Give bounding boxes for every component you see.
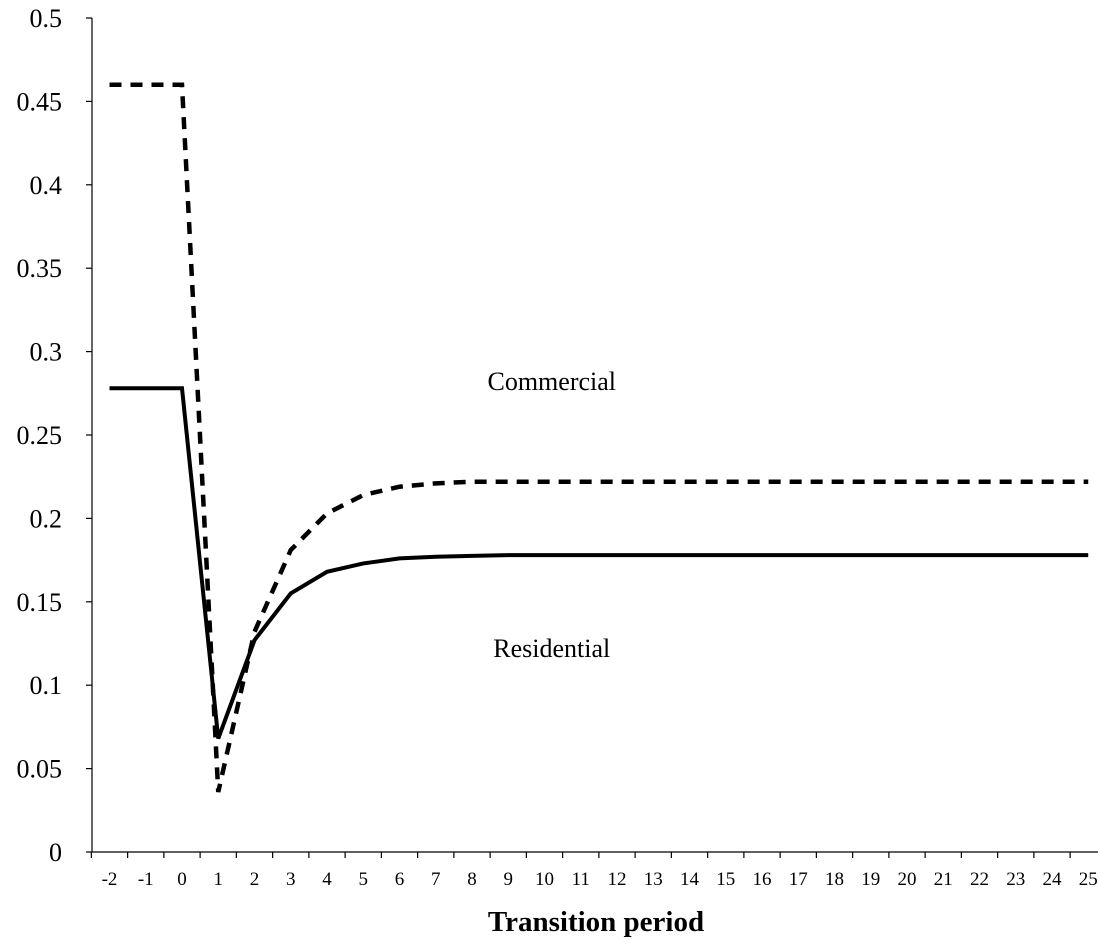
x-tick-label: 2 (250, 869, 260, 890)
y-tick-label: 0.4 (30, 171, 63, 200)
annotation-label: Residential (493, 634, 610, 663)
x-tick-label: 18 (825, 869, 844, 890)
x-tick-label: 4 (322, 869, 332, 890)
series-lines (109, 82, 1089, 793)
y-tick-label: 0.3 (30, 338, 63, 367)
x-tick-label: 3 (286, 869, 296, 890)
x-tick-label: 21 (934, 869, 953, 890)
x-tick-label: 9 (504, 869, 514, 890)
x-tick-label: 1 (214, 869, 224, 890)
x-axis-label: Transition period (488, 906, 704, 938)
y-axis-ticks: 0 0.05 0.1 0.15 0.2 0.25 0.3 0.35 0.4 0.45 0.5 (17, 4, 92, 867)
x-tick-label: 22 (970, 869, 989, 890)
y-tick-label: 0.1 (30, 671, 63, 700)
x-tick-label: 15 (716, 869, 735, 890)
y-tick-label: 0.25 (17, 421, 63, 450)
x-tick-label: 23 (1006, 869, 1025, 890)
series-line-solid (109, 386, 1089, 740)
y-tick-label: 0.15 (17, 588, 63, 617)
x-tick-label: 24 (1043, 869, 1063, 890)
x-tick-label: 7 (431, 869, 441, 890)
x-tick-label: 0 (177, 869, 187, 890)
x-tick-label: 8 (467, 869, 477, 890)
annotation-label: Commercial (487, 367, 616, 396)
x-tick-label: 14 (680, 869, 700, 890)
y-tick-label: 0 (49, 838, 62, 867)
plot-area: 0 0.05 0.1 0.15 0.2 0.25 0.3 0.35 0.4 0.45 0.5 -2-… (17, 4, 1098, 890)
x-axis-ticks: -2 -1 0 1 2 3 4 5 6 7 8 9 10 11 12 13 14 15 16 17 18 19 20 21 22… (90, 852, 1098, 890)
x-tick-label: 25 (1079, 869, 1098, 890)
y-tick-label: 0.45 (17, 87, 63, 116)
x-tick-label: -2 (102, 869, 118, 890)
x-tick-label: 13 (644, 869, 663, 890)
x-tick-label: -1 (138, 869, 154, 890)
x-tick-label: 10 (535, 869, 554, 890)
x-tick-label: 11 (572, 869, 590, 890)
series-line-dashed (109, 82, 1089, 793)
x-tick-label: 20 (898, 869, 917, 890)
x-tick-label: 6 (395, 869, 405, 890)
x-tick-label: 17 (789, 869, 808, 890)
y-tick-label: 0.05 (17, 755, 63, 784)
annotations: Commercial Residential (487, 367, 616, 663)
y-tick-label: 0.35 (17, 254, 63, 283)
x-tick-label: 12 (608, 869, 627, 890)
y-tick-label: 0.2 (30, 504, 63, 533)
x-tick-label: 19 (861, 869, 880, 890)
x-tick-label: 16 (753, 869, 772, 890)
y-tick-label: 0.5 (30, 4, 63, 33)
x-tick-label: 5 (359, 869, 369, 890)
